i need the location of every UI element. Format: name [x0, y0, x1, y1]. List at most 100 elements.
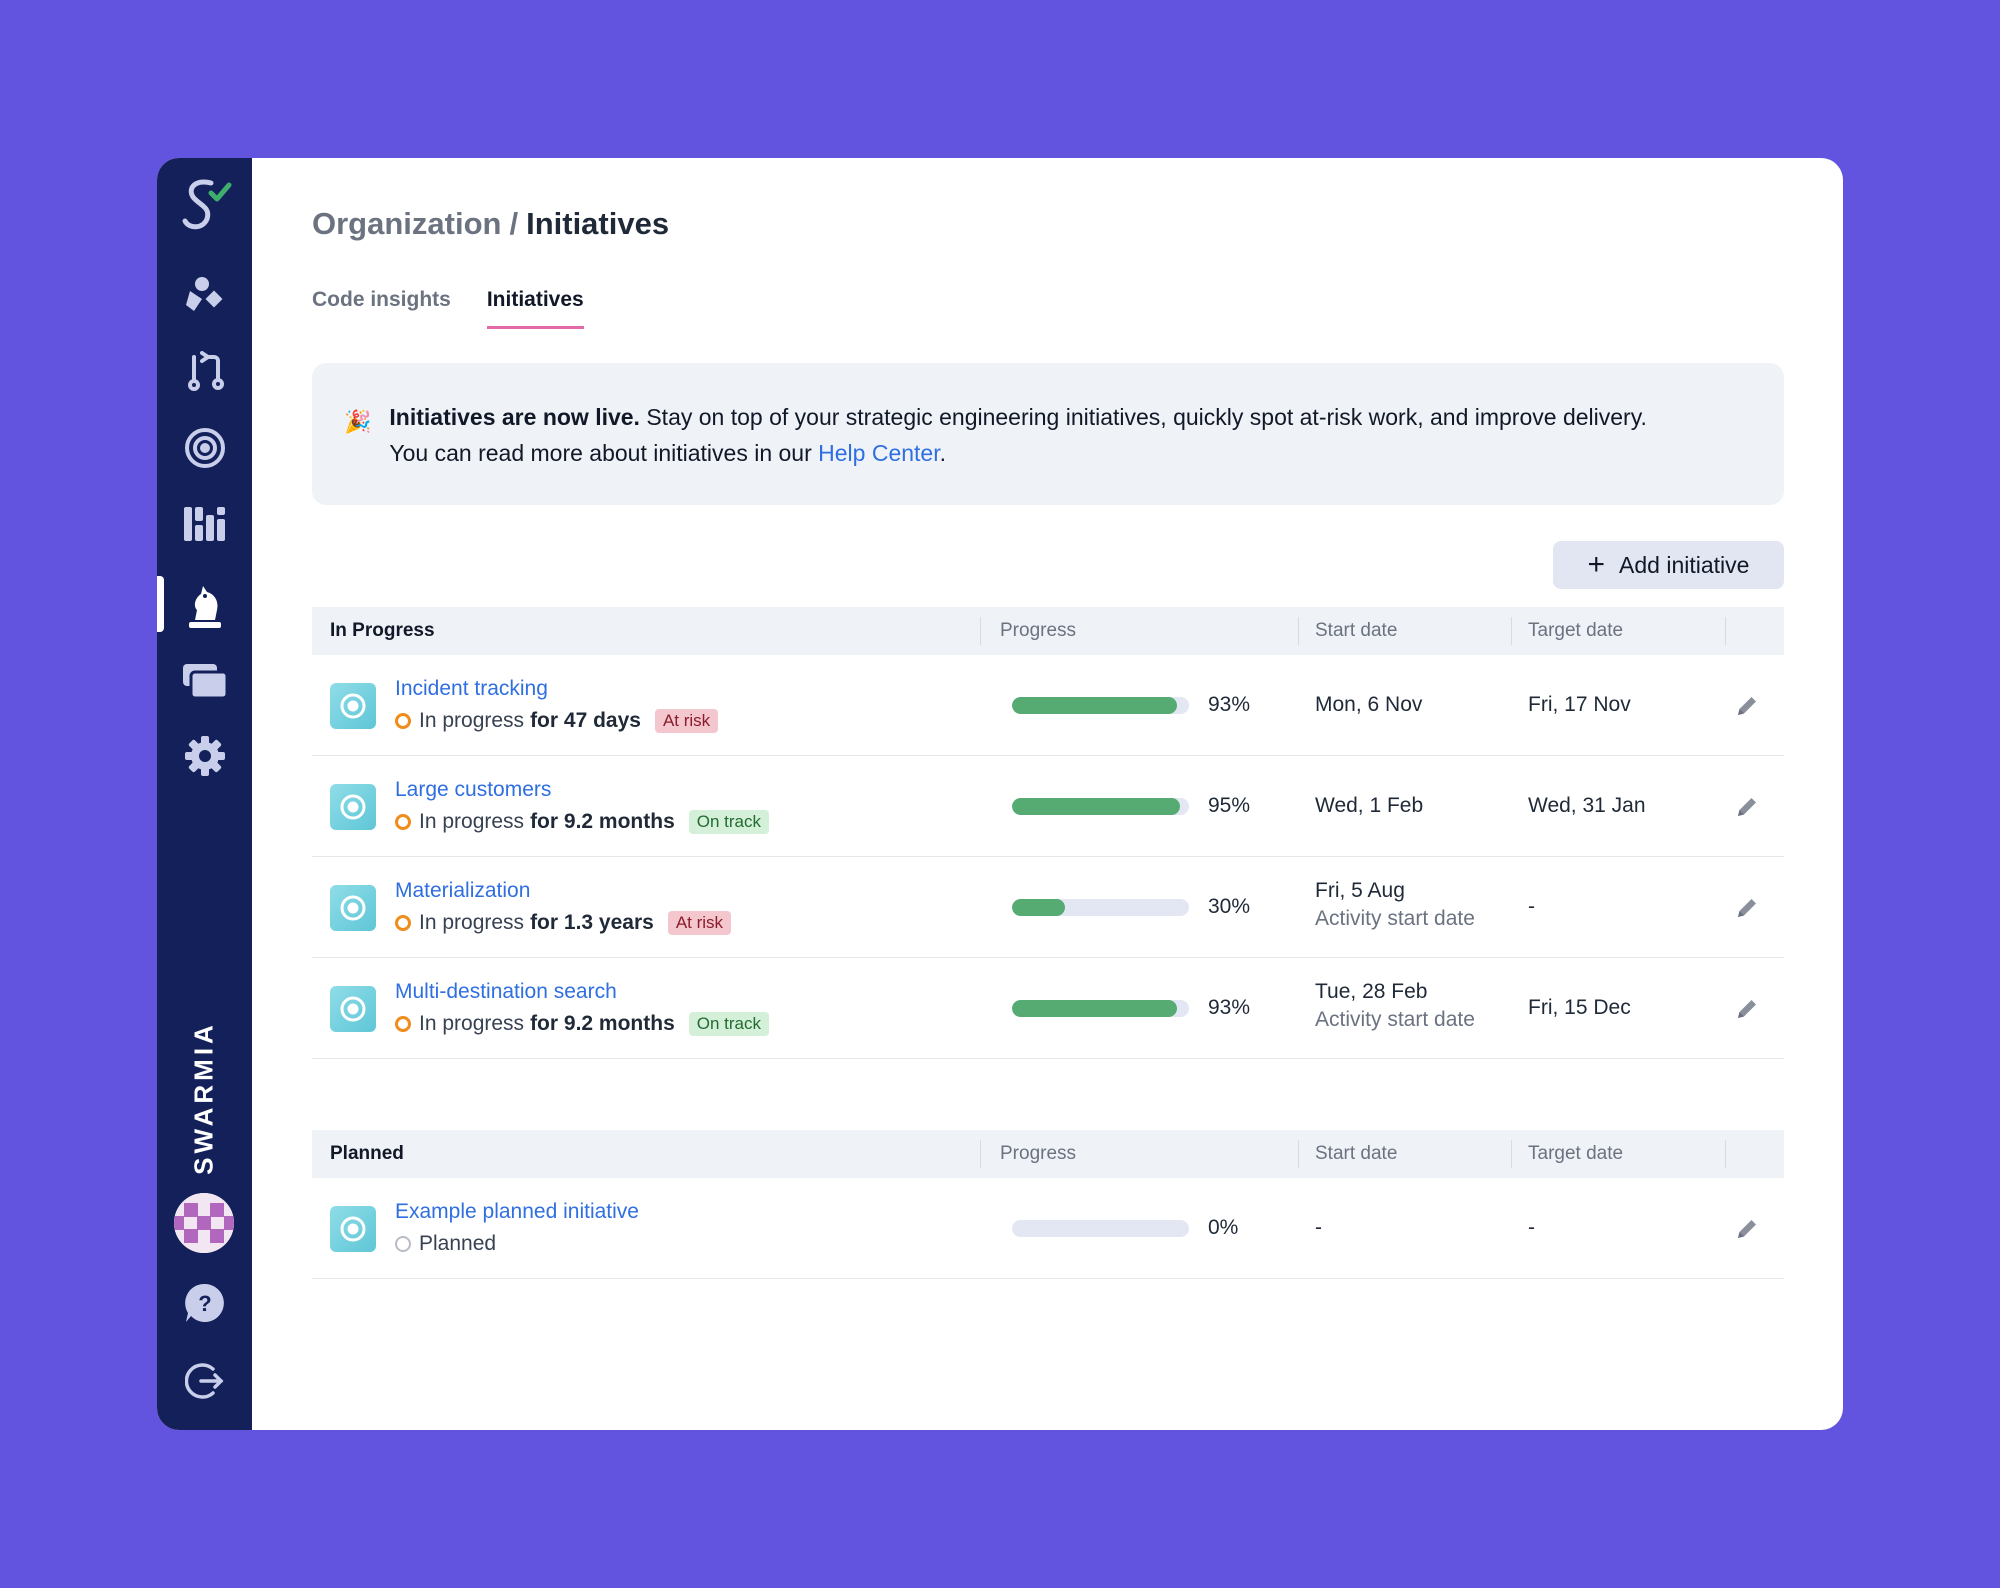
start-date: -: [1315, 1216, 1322, 1240]
target-date: -: [1528, 1216, 1535, 1239]
start-date: Tue, 28 Feb Activity start date: [1315, 980, 1475, 1032]
column-progress[interactable]: Progress: [1000, 620, 1077, 641]
column-divider: [1298, 617, 1299, 645]
initiative-title[interactable]: Large customers: [395, 778, 552, 801]
initiative-title[interactable]: Materialization: [395, 879, 531, 902]
start-date-value: Fri, 5 Aug: [1315, 879, 1405, 902]
start-date: Mon, 6 Nov: [1315, 693, 1422, 717]
status-label: Planned: [419, 1232, 497, 1255]
progress-bar-fill: [1012, 1000, 1177, 1017]
app-window: SWARMIA ?: [157, 158, 1843, 1430]
column-divider: [1511, 617, 1512, 645]
tab-code-insights[interactable]: Code insights: [312, 288, 451, 311]
table-row[interactable]: Multi-destination search In progress for…: [312, 958, 1784, 1059]
progress-bar-fill: [1012, 899, 1066, 916]
edit-pencil-icon[interactable]: [1732, 691, 1762, 721]
table-header: Planned Progress Start date Target date: [312, 1130, 1784, 1178]
table-row[interactable]: Example planned initiative Planned 0% - …: [312, 1178, 1784, 1279]
initiative-status: In progress for 9.2 months On track: [395, 810, 769, 834]
column-target-date[interactable]: Target date: [1528, 1143, 1624, 1164]
edit-pencil-icon[interactable]: [1732, 1214, 1762, 1244]
page-title: Initiatives: [526, 206, 670, 241]
table-header: In Progress Progress Start date Target d…: [312, 607, 1784, 655]
target-date: Fri, 15 Dec: [1528, 996, 1631, 1019]
progress-bar-fill: [1012, 798, 1181, 815]
cards-icon[interactable]: [157, 650, 252, 710]
banner-line2: You can read more about initiatives in o…: [389, 440, 819, 466]
status-label: In progress: [419, 1012, 525, 1035]
target-date: -: [1528, 895, 1535, 918]
table-row[interactable]: Incident tracking In progress for 47 day…: [312, 655, 1784, 756]
initiative-title[interactable]: Incident tracking: [395, 677, 548, 700]
status-label: In progress: [419, 810, 525, 833]
table-row[interactable]: Large customers In progress for 9.2 mont…: [312, 756, 1784, 857]
edit-pencil-icon[interactable]: [1732, 893, 1762, 923]
initiative-title[interactable]: Multi-destination search: [395, 980, 617, 1003]
status-duration: for 9.2 months: [530, 810, 675, 833]
column-target-date[interactable]: Target date: [1528, 620, 1624, 641]
column-start-date[interactable]: Start date: [1315, 1143, 1398, 1164]
group-label: Planned: [330, 1143, 404, 1164]
progress-percent: 95%: [1208, 794, 1251, 817]
initiative-status: In progress for 1.3 years At risk: [395, 911, 732, 935]
plus-icon: +: [1587, 548, 1606, 581]
status-ring-icon: [395, 713, 411, 729]
initiative-icon: [330, 885, 376, 931]
svg-text:?: ?: [198, 1291, 211, 1316]
edit-pencil-icon[interactable]: [1732, 792, 1762, 822]
initiative-title[interactable]: Example planned initiative: [395, 1200, 639, 1223]
status-duration: for 1.3 years: [530, 911, 654, 934]
target-date: Wed, 31 Jan: [1528, 794, 1646, 817]
progress-percent: 93%: [1208, 693, 1251, 716]
edit-pencil-icon[interactable]: [1732, 994, 1762, 1024]
initiative-status: Planned: [395, 1232, 496, 1256]
chess-knight-icon[interactable]: [157, 574, 252, 634]
column-divider: [1298, 1140, 1299, 1168]
pull-request-icon[interactable]: [157, 342, 252, 402]
status-label: In progress: [419, 911, 525, 934]
status-ring-icon: [395, 814, 411, 830]
column-divider: [1511, 1140, 1512, 1168]
shapes-icon[interactable]: [157, 266, 252, 326]
status-badge: At risk: [654, 709, 719, 733]
logout-icon[interactable]: [157, 1351, 252, 1411]
status-badge: At risk: [667, 911, 732, 935]
status-duration: for 9.2 months: [530, 1012, 675, 1035]
start-date: Fri, 5 Aug Activity start date: [1315, 879, 1475, 931]
status-duration: for 47 days: [530, 709, 641, 732]
dashboard-icon[interactable]: [157, 494, 252, 554]
help-icon[interactable]: ?: [157, 1273, 252, 1333]
help-center-link[interactable]: Help Center: [818, 440, 940, 466]
banner-body: Stay on top of your strategic engineerin…: [639, 404, 1647, 430]
column-start-date[interactable]: Start date: [1315, 620, 1398, 641]
gear-icon[interactable]: [157, 726, 252, 786]
progress-bar: [1012, 697, 1189, 714]
start-date-value: Wed, 1 Feb: [1315, 794, 1424, 817]
status-badge: On track: [688, 810, 769, 834]
start-date-note: Activity start date: [1315, 907, 1475, 930]
party-popper-icon: 🎉: [344, 409, 372, 434]
initiative-icon: [330, 683, 376, 729]
breadcrumb: Organization / Initiatives: [312, 206, 669, 242]
column-progress[interactable]: Progress: [1000, 1143, 1077, 1164]
add-initiative-button[interactable]: + Add initiative: [1553, 541, 1784, 589]
column-divider: [1725, 617, 1726, 645]
tab-initiatives[interactable]: Initiatives: [486, 288, 584, 329]
brand-wordmark: SWARMIA: [188, 1021, 219, 1175]
start-date-value: Tue, 28 Feb: [1315, 980, 1428, 1003]
table-row[interactable]: Materialization In progress for 1.3 year…: [312, 857, 1784, 958]
target-icon[interactable]: [157, 418, 252, 478]
status-label: In progress: [419, 709, 525, 732]
planned-table: Planned Progress Start date Target date …: [312, 1130, 1784, 1279]
swarmia-logo-icon[interactable]: [157, 176, 252, 236]
start-date-value: Mon, 6 Nov: [1315, 693, 1423, 716]
column-divider: [1725, 1140, 1726, 1168]
progress-percent: 93%: [1208, 996, 1251, 1019]
initiative-status: In progress for 47 days At risk: [395, 709, 719, 733]
breadcrumb-parent[interactable]: Organization: [312, 206, 502, 241]
avatar[interactable]: [174, 1193, 234, 1253]
progress-bar-fill: [1012, 697, 1177, 714]
banner-headline: Initiatives are now live.: [389, 404, 640, 430]
start-date-value: -: [1315, 1216, 1322, 1239]
progress-bar: [1012, 1000, 1189, 1017]
